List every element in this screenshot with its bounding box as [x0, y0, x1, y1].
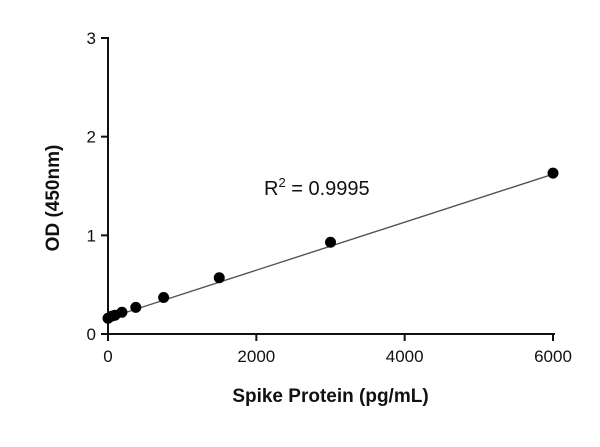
data-point — [213, 272, 225, 284]
y-tick-label: 1 — [87, 226, 96, 245]
r-squared-annotation: R2 = 0.9995 — [264, 175, 370, 200]
y-axis: 0 1 2 3 — [87, 29, 109, 344]
data-point — [130, 301, 142, 313]
x-tick-label: 0 — [103, 347, 112, 366]
y-axis-title: OD (450nm) — [43, 145, 64, 252]
r-squared-base: R — [264, 178, 278, 200]
x-tick-label: 6000 — [534, 347, 572, 366]
data-point — [158, 291, 170, 303]
x-tick-label: 2000 — [237, 347, 275, 366]
r-squared-superscript: 2 — [278, 175, 285, 190]
data-point — [116, 306, 128, 318]
data-point — [547, 167, 559, 179]
y-tick-label: 3 — [87, 29, 96, 48]
data-points-layer — [102, 167, 559, 324]
y-tick-label: 2 — [87, 128, 96, 147]
data-point — [325, 236, 336, 248]
r-squared-value: = 0.9995 — [286, 178, 370, 200]
x-axis-title: Spike Protein (pg/mL) — [232, 386, 428, 407]
y-tick-label: 0 — [87, 325, 96, 344]
x-tick-label: 4000 — [386, 347, 424, 366]
x-axis: 0 2000 4000 6000 — [103, 333, 572, 366]
